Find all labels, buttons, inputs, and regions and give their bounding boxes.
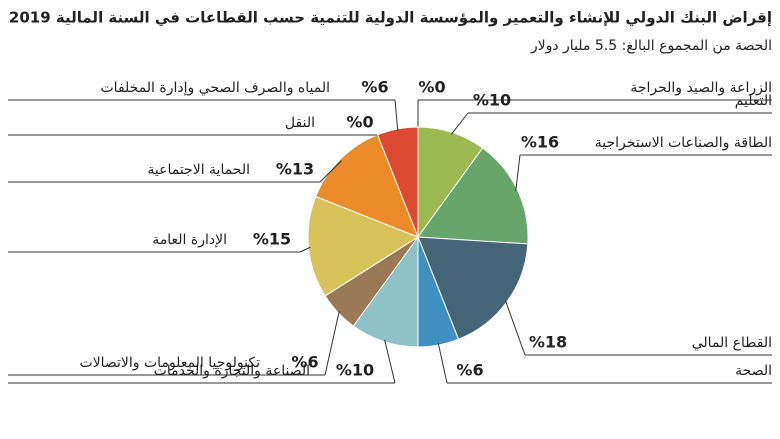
leader-line xyxy=(437,342,448,384)
leader-line xyxy=(504,300,526,356)
chart-subtitle: الحصة من المجموع البالغ: 5.5 مليار دولار xyxy=(530,38,772,54)
leader-line xyxy=(450,112,469,135)
leader-line xyxy=(324,310,340,376)
leader-line xyxy=(515,154,521,192)
category-label: التعليم xyxy=(735,93,772,109)
leader-line xyxy=(299,246,311,253)
value-label: %13 xyxy=(276,160,314,179)
pie-slice xyxy=(417,147,529,245)
category-label: الصحة xyxy=(735,363,772,379)
value-label: %6 xyxy=(361,78,388,97)
value-label: %15 xyxy=(253,230,291,249)
category-label: تكنولوجيا المعلومات والاتصالات xyxy=(79,355,260,371)
leader-line xyxy=(394,99,399,131)
value-label: %16 xyxy=(521,133,559,152)
value-label: %10 xyxy=(473,91,511,110)
pie-slice xyxy=(417,236,529,340)
category-label: المياه والصرف الصحي وإدارة المخلفات xyxy=(101,80,331,96)
pie-slice xyxy=(307,195,420,297)
category-label: الحماية الاجتماعية xyxy=(147,162,250,178)
category-label: الإدارة العامة xyxy=(152,232,227,248)
value-label: %0 xyxy=(418,78,445,97)
category-label: النقل xyxy=(285,115,315,131)
value-label: %18 xyxy=(529,333,567,352)
category-label: القطاع المالي xyxy=(692,335,772,351)
value-label: %6 xyxy=(291,353,318,372)
chart-title: إقراض البنك الدولي للإنشاء والتعمير والم… xyxy=(9,9,772,27)
category-label: الطاقة والصناعات الاستخراجية xyxy=(595,135,772,151)
value-label: %10 xyxy=(336,361,374,380)
leader-line xyxy=(319,160,342,183)
leader-line xyxy=(384,339,396,384)
value-label: %0 xyxy=(346,113,373,132)
category-label: الزراعة والصيد والحراجة xyxy=(630,80,772,96)
value-label: %6 xyxy=(456,361,483,380)
